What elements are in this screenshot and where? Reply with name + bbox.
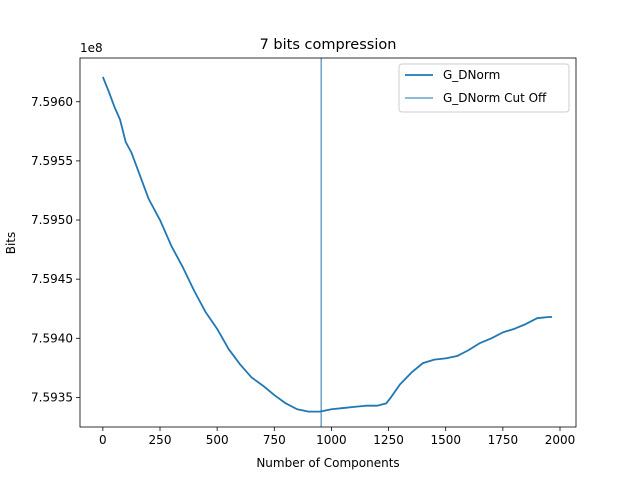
y-tick-label: 7.5960	[31, 95, 73, 109]
x-tick-label: 1000	[316, 433, 347, 447]
plot-frame	[79, 57, 577, 428]
y-tick-label: 7.5945	[31, 272, 73, 286]
y-tick-label: 7.5940	[31, 331, 73, 345]
chart-title: 7 bits compression	[260, 37, 397, 53]
y-tick-label: 7.5955	[31, 154, 73, 168]
y-tick-label: 7.5935	[31, 390, 73, 404]
x-axis-label: Number of Components	[256, 456, 399, 470]
x-tick-label: 1750	[488, 433, 519, 447]
legend-box	[398, 63, 570, 113]
x-tick-label: 2000	[545, 433, 576, 447]
legend: G_DNorm G_DNorm Cut Off	[398, 63, 570, 113]
x-tick-label: 500	[206, 433, 229, 447]
legend-label-g-dnorm: G_DNorm	[443, 68, 500, 82]
x-tick-label: 1250	[373, 433, 404, 447]
y-axis-label: Bits	[4, 232, 18, 255]
x-tick-label: 1500	[430, 433, 461, 447]
x-tick-label: 0	[99, 433, 107, 447]
legend-label-cut-off: G_DNorm Cut Off	[443, 91, 547, 105]
x-tick-label: 250	[149, 433, 172, 447]
x-tick-label: 750	[263, 433, 286, 447]
y-offset-label: 1e8	[80, 41, 103, 55]
plot-area	[102, 58, 552, 427]
y-axis-ticks: 7.5935 7.5940 7.5945 7.5950 7.5955 7.5960	[31, 95, 80, 404]
x-axis-ticks: 0 250 500 750 1000 1250 1500 1750 2000	[99, 427, 575, 447]
y-tick-label: 7.5950	[31, 213, 73, 227]
series-line-g-dnorm	[102, 76, 552, 413]
